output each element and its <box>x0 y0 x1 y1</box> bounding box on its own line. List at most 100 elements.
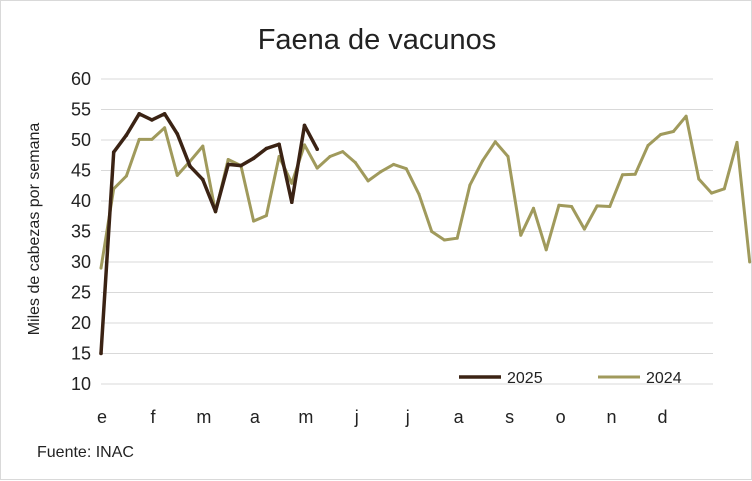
data-point-2025 <box>213 209 218 214</box>
x-tick-label: a <box>454 407 465 427</box>
data-point-2024 <box>710 191 714 195</box>
data-point-2025 <box>239 163 243 168</box>
data-point-2024 <box>633 172 637 176</box>
x-tick-label: m <box>298 407 313 427</box>
source-note: Fuente: INAC <box>37 444 134 461</box>
x-tick-label: d <box>657 407 667 427</box>
data-point-2024 <box>392 162 396 166</box>
data-point-2024 <box>748 260 752 264</box>
data-point-2024 <box>697 177 701 181</box>
data-point-2024 <box>608 205 612 208</box>
x-tick-label: j <box>405 407 410 427</box>
x-tick-label: n <box>607 407 617 427</box>
data-point-2024 <box>379 170 383 174</box>
y-tick-label: 10 <box>71 374 91 394</box>
data-point-2024 <box>519 233 523 237</box>
data-point-2025 <box>315 147 320 151</box>
data-point-2025 <box>188 164 192 168</box>
data-point-2024 <box>468 183 472 187</box>
data-point-2025 <box>264 146 269 151</box>
legend-label-2024: 2024 <box>646 370 682 387</box>
data-point-2024 <box>341 150 345 154</box>
legend-label-2025: 2025 <box>507 370 543 387</box>
data-point-2024 <box>557 203 561 207</box>
data-point-2024 <box>417 192 421 196</box>
y-tick-labels: 10 15 20 25 30 35 40 45 50 55 60 <box>71 69 91 394</box>
data-point-2024 <box>671 130 675 133</box>
gridlines <box>101 78 713 385</box>
legend: 2025 2024 <box>459 370 682 387</box>
data-point-2024 <box>290 181 294 185</box>
y-tick-label: 15 <box>71 344 91 364</box>
series-line-2025 <box>99 112 319 354</box>
y-axis-label: Miles de cabezas por semana <box>26 123 43 336</box>
data-point-2025 <box>251 156 256 161</box>
y-tick-label: 60 <box>71 69 91 89</box>
data-point-2024 <box>684 114 688 118</box>
data-point-2024 <box>163 126 167 130</box>
data-point-2024 <box>328 155 332 158</box>
x-tick-label: e <box>97 407 107 427</box>
data-point-2024 <box>430 230 434 233</box>
y-tick-label: 35 <box>71 222 91 242</box>
data-point-2024 <box>264 214 268 218</box>
x-tick-label: o <box>556 407 566 427</box>
data-point-2025 <box>124 133 129 137</box>
data-point-2025 <box>290 200 294 204</box>
data-point-2025 <box>302 123 307 128</box>
data-point-2024 <box>493 140 497 144</box>
y-tick-label: 50 <box>71 130 91 150</box>
y-tick-label: 55 <box>71 100 91 120</box>
data-point-2025 <box>111 150 116 154</box>
data-point-2024 <box>150 137 154 141</box>
data-point-2024 <box>124 174 128 178</box>
x-tick-label: m <box>196 407 211 427</box>
data-point-2025 <box>277 142 281 147</box>
data-point-2024 <box>404 167 408 171</box>
data-point-2024 <box>582 227 586 231</box>
y-tick-label: 30 <box>71 252 91 272</box>
x-tick-label: f <box>150 407 156 427</box>
data-point-2024 <box>646 144 650 147</box>
series-lines <box>99 112 752 356</box>
data-point-2024 <box>366 179 370 183</box>
data-point-2024 <box>99 266 103 270</box>
data-point-2024 <box>353 161 357 165</box>
series-line-2024 <box>99 114 752 269</box>
data-point-2024 <box>735 140 739 144</box>
data-point-2024 <box>442 238 446 242</box>
data-point-2024 <box>595 204 599 208</box>
x-tick-label: j <box>354 407 359 427</box>
data-point-2025 <box>162 112 167 116</box>
y-tick-label: 40 <box>71 191 91 211</box>
data-point-2024 <box>532 206 535 210</box>
data-point-2024 <box>570 205 574 208</box>
data-point-2024 <box>226 158 230 161</box>
y-tick-label: 45 <box>71 161 91 181</box>
data-point-2025 <box>150 118 154 122</box>
data-point-2024 <box>481 159 485 163</box>
data-point-2024 <box>303 143 306 147</box>
data-point-2024 <box>201 144 205 148</box>
data-point-2025 <box>99 351 103 356</box>
data-point-2024 <box>621 173 624 177</box>
data-point-2024 <box>252 219 256 223</box>
data-point-2024 <box>175 173 179 177</box>
data-point-2024 <box>659 133 663 136</box>
data-point-2024 <box>544 248 548 252</box>
data-point-2025 <box>175 132 180 136</box>
data-point-2024 <box>315 166 319 170</box>
data-point-2025 <box>201 177 205 182</box>
data-point-2025 <box>226 162 230 167</box>
y-tick-label: 20 <box>71 313 91 333</box>
data-point-2024 <box>137 137 141 141</box>
data-point-2024 <box>506 155 510 158</box>
x-tick-label: a <box>250 407 261 427</box>
data-point-2025 <box>137 112 141 116</box>
y-tick-label: 25 <box>71 283 91 303</box>
data-point-2024 <box>722 187 726 191</box>
data-point-2024 <box>455 236 459 240</box>
